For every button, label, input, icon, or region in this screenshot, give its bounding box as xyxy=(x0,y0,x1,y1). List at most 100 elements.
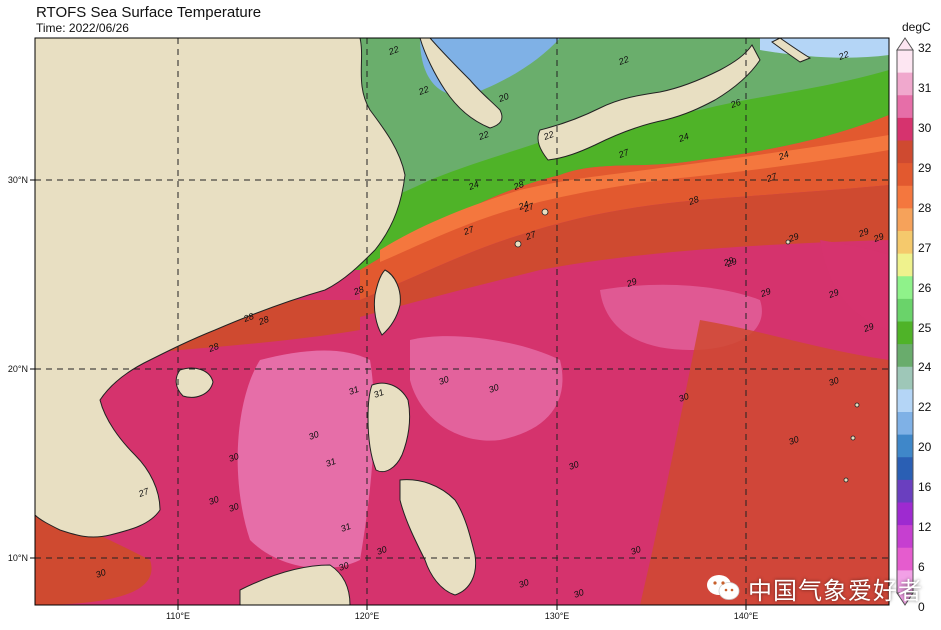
colorbar-swatch xyxy=(897,479,913,503)
colorbar-swatch xyxy=(897,140,913,164)
contour-label: 24 xyxy=(776,149,790,162)
colorbar-unit: degC xyxy=(902,20,931,34)
colorbar-swatch xyxy=(897,276,913,300)
contour-label: 20 xyxy=(496,91,510,104)
colorbar-swatch xyxy=(897,208,913,232)
colorbar-tick-label: 28 xyxy=(918,200,932,215)
colorbar-swatch xyxy=(897,231,913,255)
colorbar-max-arrow xyxy=(896,37,914,51)
colorbar-tick-label: 12 xyxy=(918,520,932,535)
colorbar-tick-label: 24 xyxy=(918,360,932,375)
contour-label: 28 xyxy=(206,341,220,354)
colorbar-tick-label: 26 xyxy=(918,280,932,295)
contour-label: 30 xyxy=(437,374,450,387)
lat-label-30: 30°N xyxy=(8,175,28,185)
colorbar-tick-label: 31 xyxy=(918,80,932,95)
contour-label: 29 xyxy=(871,231,885,244)
watermark-text: 中国气象爱好者 xyxy=(748,577,923,605)
contour-label: 30 xyxy=(227,501,240,514)
colorbar-swatch xyxy=(897,95,913,119)
watermark: 中国气象爱好者 xyxy=(706,570,923,606)
colorbar-swatch xyxy=(897,570,913,594)
colorbar-tick-label: 32 xyxy=(918,41,932,55)
colorbar-swatch xyxy=(897,163,913,187)
colorbar-swatch xyxy=(897,117,913,141)
contour-label: 30 xyxy=(517,577,530,590)
contour-label: 30 xyxy=(567,459,580,472)
colorbar-tick-label: 20 xyxy=(918,440,932,455)
contour-label: 31 xyxy=(339,521,352,534)
colorbar-swatch xyxy=(897,72,913,96)
contour-label: 29 xyxy=(826,287,840,300)
contour-label: 22 xyxy=(836,49,850,62)
contour-label: 30 xyxy=(827,375,840,388)
colorbar-tick-label: 6 xyxy=(918,560,925,575)
colorbar-swatch xyxy=(897,185,913,209)
contour-label: 29 xyxy=(758,286,772,299)
contour-label: 22 xyxy=(541,129,555,142)
contour-label: 27 xyxy=(616,147,631,161)
colorbar-swatch xyxy=(897,50,913,74)
colorbar-swatch xyxy=(897,298,913,322)
contour-label: 29 xyxy=(724,256,738,269)
contour-label: 26 xyxy=(728,97,742,110)
colorbar-tick-label: 22 xyxy=(918,400,932,415)
colorbar-swatch xyxy=(897,547,913,571)
colorbar-tick-label: 30 xyxy=(918,120,932,135)
contour-label: 30 xyxy=(787,434,800,447)
contour-label: 31 xyxy=(324,456,337,469)
colorbar-tick-label: 0 xyxy=(918,600,925,614)
contour-label: 29 xyxy=(721,255,735,268)
contour-label: 22 xyxy=(616,54,630,67)
colorbar-tick-label: 29 xyxy=(918,160,932,175)
contour-label: 30 xyxy=(307,429,320,442)
contour-label: 27 xyxy=(764,171,779,185)
wechat-icon xyxy=(706,573,740,603)
contour-label: 28 xyxy=(351,284,365,297)
contour-label: 30 xyxy=(487,382,500,395)
colorbar-swatch xyxy=(897,253,913,277)
contour-label: 27 xyxy=(523,229,538,243)
contour-label: 29 xyxy=(856,226,870,239)
colorbar-swatch xyxy=(897,412,913,436)
contour-label: 28 xyxy=(686,194,700,207)
lat-label-20: 20°N xyxy=(8,364,28,374)
contour-label: 24 xyxy=(516,199,530,212)
lat-label-10: 10°N xyxy=(8,553,28,563)
contour-label: 31 xyxy=(372,387,385,400)
map-title: RTOFS Sea Surface Temperature xyxy=(36,4,262,21)
colorbar-tick-label: 16 xyxy=(918,480,932,495)
lon-label-120: 120°E xyxy=(355,611,380,621)
contour-label: 29 xyxy=(624,276,638,289)
colorbar-swatch xyxy=(897,389,913,413)
contour-label: 27 xyxy=(521,201,536,215)
lon-label-140: 140°E xyxy=(734,611,759,621)
contour-label: 30 xyxy=(677,391,690,404)
contour-label: 30 xyxy=(337,560,350,573)
colorbar xyxy=(896,37,914,606)
colorbar-swatch xyxy=(897,457,913,481)
contour-label: 22 xyxy=(416,84,430,97)
colorbar-swatch xyxy=(897,502,913,526)
contour-label: 24 xyxy=(466,179,480,192)
contour-label: 30 xyxy=(227,451,240,464)
colorbar-tick-label: 25 xyxy=(918,320,932,335)
contour-label: 28 xyxy=(256,314,270,327)
colorbar-tick-label: 27 xyxy=(918,240,932,255)
contour-label: 22 xyxy=(476,129,490,142)
contour-label: 27 xyxy=(136,486,151,500)
contour-label: 28 xyxy=(241,311,255,324)
contour-label: 31 xyxy=(347,384,360,397)
colorbar-swatch xyxy=(897,321,913,345)
contour-label: 30 xyxy=(94,567,107,580)
contour-label: 30 xyxy=(207,494,220,507)
colorbar-swatch xyxy=(897,525,913,549)
colorbar-swatch xyxy=(897,344,913,368)
contour-label: 30 xyxy=(375,544,388,557)
contour-label: 28 xyxy=(511,179,525,192)
contour-label: 24 xyxy=(676,131,690,144)
contour-label: 29 xyxy=(786,231,800,244)
contour-label: 27 xyxy=(461,224,476,238)
contour-label: 29 xyxy=(861,321,875,334)
